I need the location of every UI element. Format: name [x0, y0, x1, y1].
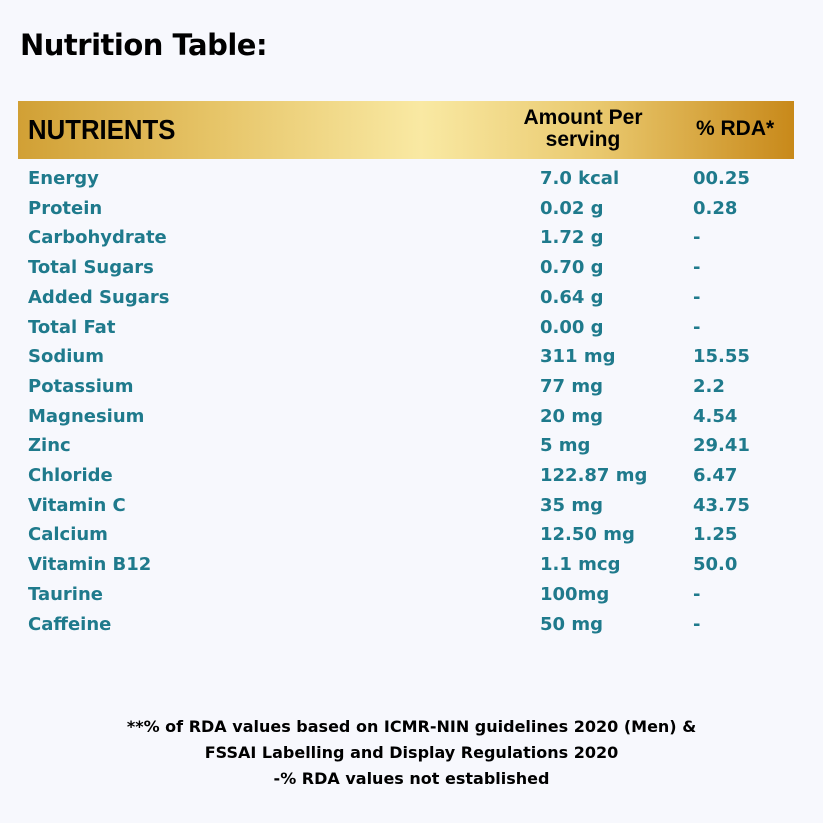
table-row: Potassium 77 mg 2.2	[0, 373, 823, 402]
nutrient-amount: 1.72 g	[540, 227, 604, 249]
nutrient-name: Total Fat	[28, 316, 116, 338]
footnote-3: -% RDA values not established	[273, 769, 550, 788]
nutrient-name: Carbohydrate	[28, 227, 167, 249]
nutrient-amount: 1.1 mcg	[540, 554, 621, 576]
table-row: Magnesium 20 mg 4.54	[0, 403, 823, 432]
nutrient-rda: 50.0	[693, 554, 738, 576]
nutrient-rda: 6.47	[693, 465, 738, 486]
header-amount-line1: Amount Per	[523, 106, 643, 129]
nutrient-amount: 0.02 g	[540, 197, 604, 219]
nutrient-name: Total Sugars	[28, 257, 154, 279]
nutrient-name: Energy	[28, 168, 99, 189]
nutrient-rda: -	[693, 613, 701, 635]
nutrient-rda: -	[693, 583, 701, 605]
nutrient-amount: 0.70 g	[540, 257, 604, 279]
table-row: Added Sugars 0.64 g -	[0, 284, 823, 313]
nutrient-rda: 4.54	[693, 405, 738, 427]
nutrient-rda: -	[693, 286, 701, 308]
nutrient-rda: -	[693, 227, 701, 249]
footnote-1: **% of RDA values based on ICMR-NIN guid…	[126, 717, 697, 736]
nutrient-rda: 00.25	[693, 168, 750, 189]
nutrient-rda: 1.25	[693, 524, 738, 546]
table-row: Total Fat 0.00 g -	[0, 314, 823, 343]
nutrient-name: Taurine	[28, 583, 103, 605]
nutrient-name: Vitamin B12	[28, 554, 152, 576]
nutrient-name: Zinc	[28, 435, 71, 457]
table-row: Calcium 12.50 mg 1.25	[0, 521, 823, 550]
nutrient-rda: 29.41	[693, 435, 750, 457]
table-row: Protein 0.02 g 0.28	[0, 195, 823, 224]
nutrient-name: Magnesium	[28, 405, 145, 427]
footnotes: **% of RDA values based on ICMR-NIN guid…	[0, 714, 823, 792]
nutrient-name: Vitamin C	[28, 494, 126, 516]
header-nutrients: NUTRIENTS	[28, 114, 176, 145]
header-rda: % RDA*	[696, 117, 775, 140]
nutrient-rda: 43.75	[693, 494, 750, 516]
nutrient-rda: 2.2	[693, 375, 725, 397]
nutrient-amount: 5 mg	[540, 435, 591, 457]
nutrient-rda: 0.28	[693, 197, 738, 219]
nutrient-name: Calcium	[28, 524, 108, 546]
nutrient-name: Chloride	[28, 465, 113, 486]
table-row: Vitamin C 35 mg 43.75	[0, 492, 823, 521]
nutrient-rda: -	[693, 257, 701, 279]
nutrient-amount: 0.64 g	[540, 286, 604, 308]
nutrient-amount: 35 mg	[540, 494, 603, 516]
table-row: Vitamin B12 1.1 mcg 50.0	[0, 551, 823, 580]
nutrient-amount: 122.87 mg	[540, 465, 648, 486]
nutrient-name: Caffeine	[28, 613, 112, 635]
nutrient-amount: 12.50 mg	[540, 524, 635, 546]
table-row: Total Sugars 0.70 g -	[0, 254, 823, 283]
table-row: Caffeine 50 mg -	[0, 611, 823, 640]
table-row: Carbohydrate 1.72 g -	[0, 224, 823, 253]
table-row: Energy 7.0 kcal 00.25	[0, 165, 823, 194]
nutrient-name: Potassium	[28, 375, 134, 397]
nutrient-rda: -	[693, 316, 701, 338]
table-header: NUTRIENTS Amount Per serving % RDA*	[18, 101, 794, 159]
nutrient-name: Added Sugars	[28, 286, 170, 308]
table-row: Zinc 5 mg 29.41	[0, 432, 823, 461]
nutrient-amount: 50 mg	[540, 613, 603, 635]
nutrient-name: Protein	[28, 197, 103, 219]
table-row: Sodium 311 mg 15.55	[0, 343, 823, 372]
nutrient-amount: 0.00 g	[540, 316, 604, 338]
nutrient-amount: 77 mg	[540, 375, 603, 397]
table-row: Taurine 100mg -	[0, 581, 823, 610]
nutrient-amount: 311 mg	[540, 346, 616, 368]
nutrient-name: Sodium	[28, 346, 104, 368]
table-row: Chloride 122.87 mg 6.47	[0, 462, 823, 491]
nutrient-amount: 7.0 kcal	[540, 168, 620, 189]
header-amount: Amount Per serving	[508, 107, 658, 151]
page-title: Nutrition Table:	[20, 28, 268, 62]
footnote-2: FSSAI Labelling and Display Regulations …	[204, 743, 619, 762]
nutrient-rda: 15.55	[693, 346, 750, 368]
nutrient-amount: 20 mg	[540, 405, 603, 427]
header-amount-line2: serving	[545, 128, 621, 151]
nutrient-amount: 100mg	[540, 583, 610, 605]
